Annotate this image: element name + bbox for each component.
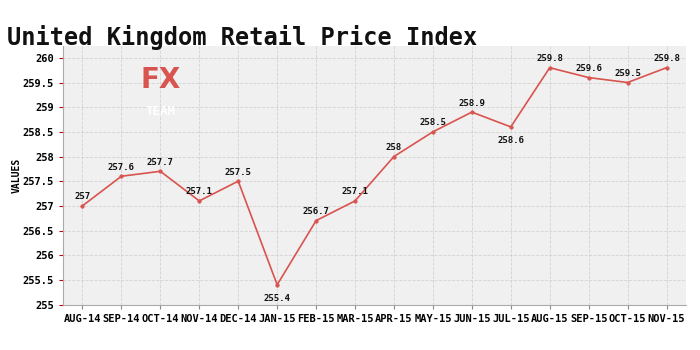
Text: 255.4: 255.4 [264,294,290,303]
Text: 258: 258 [386,143,402,152]
Text: 257.1: 257.1 [186,188,213,196]
Text: 257.1: 257.1 [342,188,368,196]
Y-axis label: VALUES: VALUES [11,158,21,192]
Text: 258.5: 258.5 [419,118,447,127]
Text: 256.7: 256.7 [302,207,330,216]
Text: 257.7: 257.7 [147,158,174,167]
Text: 259.5: 259.5 [614,69,641,78]
Text: 259.6: 259.6 [575,64,602,73]
Text: United Kingdom Retail Price Index: United Kingdom Retail Price Index [7,25,477,49]
Text: 257: 257 [74,193,90,201]
Text: TEAM: TEAM [146,105,175,118]
Text: 258.9: 258.9 [458,99,485,108]
Text: 257.5: 257.5 [225,168,252,177]
Text: 259.8: 259.8 [653,54,680,63]
Text: 258.6: 258.6 [497,136,524,145]
Text: 257.6: 257.6 [108,163,135,172]
Text: FX: FX [140,65,181,93]
Text: 259.8: 259.8 [536,54,564,63]
